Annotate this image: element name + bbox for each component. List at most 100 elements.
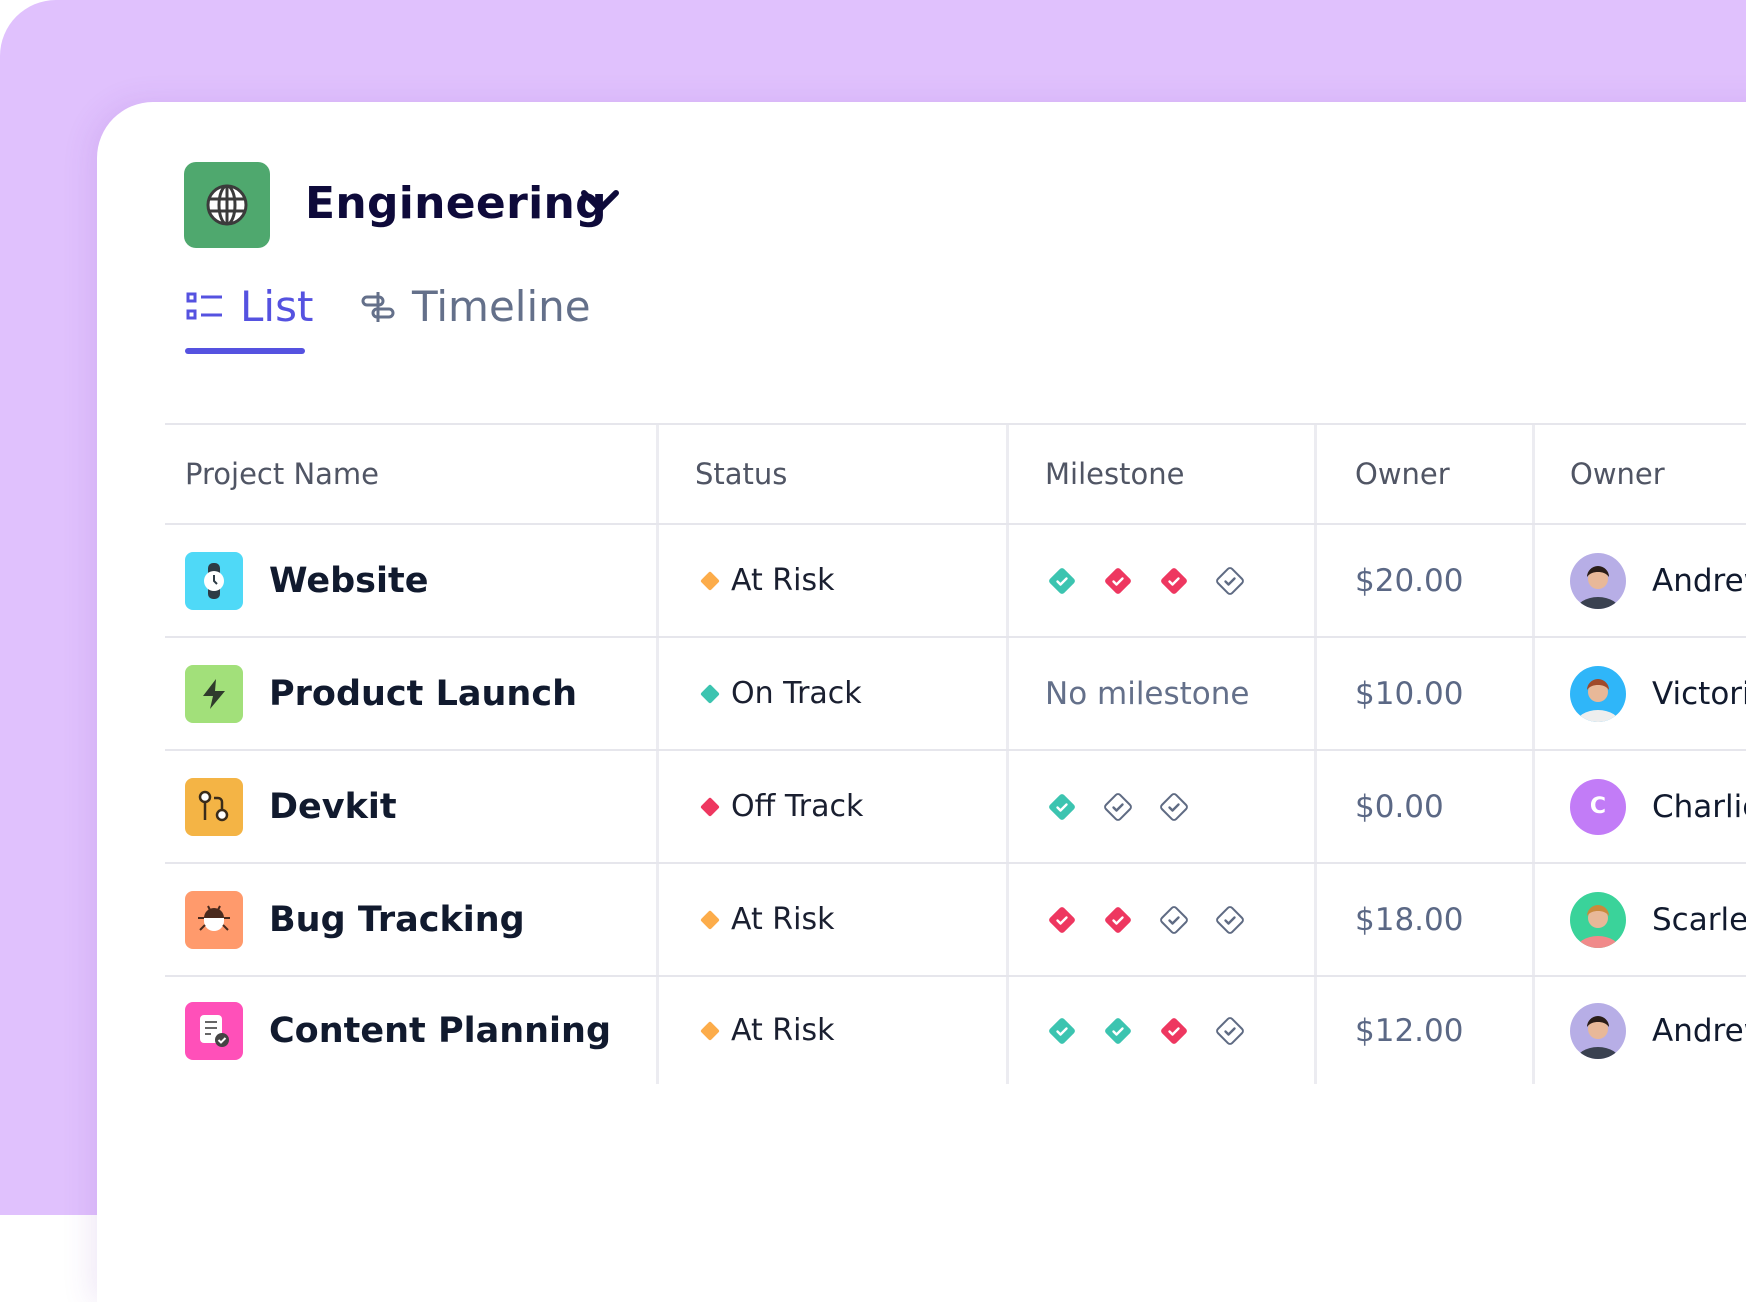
table-row[interactable]: Website At Risk $20.00 Andrew <box>165 525 1746 638</box>
status-label: On Track <box>731 676 862 711</box>
column-header-owner[interactable]: Owner <box>1317 425 1535 523</box>
owner-cell[interactable]: Victori <box>1535 638 1746 749</box>
milestone-pending-icon[interactable] <box>1213 903 1247 937</box>
avatar <box>1570 1002 1626 1059</box>
status-cell[interactable]: At Risk <box>659 525 1009 636</box>
owner-name: Scarlet <box>1652 901 1746 938</box>
avatar <box>1570 665 1626 722</box>
milestone-missed-icon[interactable] <box>1045 903 1079 937</box>
project-name: Bug Tracking <box>269 899 525 940</box>
milestone-cell[interactable] <box>1009 977 1317 1084</box>
owner-cell[interactable]: C Charlie <box>1535 751 1746 862</box>
milestone-cell[interactable] <box>1009 525 1317 636</box>
amount-cell[interactable]: $18.00 <box>1317 864 1535 975</box>
bug-icon <box>185 890 243 949</box>
workspace-title[interactable]: Engineering <box>305 178 607 229</box>
document-check-icon <box>185 1001 243 1060</box>
tab-label: Timeline <box>412 282 591 331</box>
amount-cell[interactable]: $12.00 <box>1317 977 1535 1084</box>
status-diamond-icon <box>700 570 720 591</box>
avatar <box>1570 891 1626 948</box>
status-diamond-icon <box>700 909 720 930</box>
milestone-pending-icon[interactable] <box>1157 790 1191 824</box>
amount-cell[interactable]: $10.00 <box>1317 638 1535 749</box>
milestone-missed-icon[interactable] <box>1101 564 1135 598</box>
watch-icon <box>185 551 243 610</box>
milestone-pending-icon[interactable] <box>1213 564 1247 598</box>
owner-name: Victori <box>1652 675 1746 712</box>
project-name: Product Launch <box>269 673 578 714</box>
table-row[interactable]: Product Launch On Track No milestone $10.00… <box>165 638 1746 751</box>
active-tab-indicator <box>185 348 305 354</box>
tab-label: List <box>240 282 314 331</box>
amount: $18.00 <box>1355 901 1464 938</box>
no-milestone-text: No milestone <box>1045 675 1250 712</box>
amount: $20.00 <box>1355 562 1464 599</box>
owner-name: Andrew <box>1652 562 1746 599</box>
column-header-milestone[interactable]: Milestone <box>1009 425 1317 523</box>
status-label: At Risk <box>731 1013 835 1048</box>
project-name-cell[interactable]: Product Launch <box>165 638 659 749</box>
column-header-owner-2[interactable]: Owner <box>1570 457 1665 491</box>
project-name: Content Planning <box>269 1010 612 1051</box>
status-diamond-icon <box>700 683 720 704</box>
milestone-pending-icon[interactable] <box>1213 1014 1247 1048</box>
amount: $12.00 <box>1355 1012 1464 1049</box>
table-row[interactable]: Devkit Off Track $0.00 C Charlie <box>165 751 1746 864</box>
milestone-pending-icon[interactable] <box>1101 790 1135 824</box>
avatar <box>1570 552 1626 609</box>
milestone-missed-icon[interactable] <box>1101 903 1135 937</box>
status-diamond-icon <box>700 796 720 817</box>
status-diamond-icon <box>700 1020 720 1041</box>
milestone-cell[interactable] <box>1009 751 1317 862</box>
milestone-cell[interactable]: No milestone <box>1009 638 1317 749</box>
column-header-project-name[interactable]: Project Name <box>165 425 659 523</box>
project-name-cell[interactable]: Website <box>165 525 659 636</box>
milestone-done-icon[interactable] <box>1101 1014 1135 1048</box>
workspace-icon <box>184 162 270 248</box>
tab-list[interactable]: List <box>186 282 313 331</box>
amount-cell[interactable]: $20.00 <box>1317 525 1535 636</box>
status-cell[interactable]: At Risk <box>659 977 1009 1084</box>
owner-cell[interactable]: Scarlet <box>1535 864 1746 975</box>
project-panel <box>97 102 1746 1302</box>
amount: $10.00 <box>1355 675 1464 712</box>
milestone-missed-icon[interactable] <box>1157 564 1191 598</box>
owner-name: Charlie <box>1652 788 1746 825</box>
globe-icon <box>206 184 248 226</box>
list-icon <box>186 292 222 319</box>
timeline-icon <box>361 291 395 322</box>
amount-cell[interactable]: $0.00 <box>1317 751 1535 862</box>
milestone-done-icon[interactable] <box>1045 1014 1079 1048</box>
project-name-cell[interactable]: Devkit <box>165 751 659 862</box>
column-header-status[interactable]: Status <box>659 425 1009 523</box>
avatar-initial: C <box>1589 794 1607 819</box>
milestone-done-icon[interactable] <box>1045 790 1079 824</box>
project-name-cell[interactable]: Bug Tracking <box>165 864 659 975</box>
milestone-missed-icon[interactable] <box>1157 1014 1191 1048</box>
chevron-down-icon[interactable] <box>580 188 620 220</box>
table-row[interactable]: Bug Tracking At Risk $18.00 Scarlet <box>165 864 1746 977</box>
status-cell[interactable]: Off Track <box>659 751 1009 862</box>
status-cell[interactable]: On Track <box>659 638 1009 749</box>
status-cell[interactable]: At Risk <box>659 864 1009 975</box>
status-label: At Risk <box>731 563 835 598</box>
milestone-done-icon[interactable] <box>1045 564 1079 598</box>
tab-timeline[interactable]: Timeline <box>360 282 591 331</box>
project-table: Project Name Status Milestone Owner Owne… <box>165 423 1746 1084</box>
owner-cell[interactable]: Andrew <box>1535 525 1746 636</box>
avatar: C <box>1570 778 1626 835</box>
milestone-pending-icon[interactable] <box>1157 903 1191 937</box>
project-name: Website <box>269 560 429 601</box>
project-name-cell[interactable]: Content Planning <box>165 977 659 1084</box>
milestone-cell[interactable] <box>1009 864 1317 975</box>
table-header: Project Name Status Milestone Owner Owne… <box>165 425 1746 525</box>
owner-name: Andrew <box>1652 1012 1746 1049</box>
amount: $0.00 <box>1355 788 1444 825</box>
table-row[interactable]: Content Planning At Risk $12.00 Andrew <box>165 977 1746 1084</box>
git-pull-icon <box>185 777 243 836</box>
status-label: At Risk <box>731 902 835 937</box>
status-label: Off Track <box>731 789 864 824</box>
project-name: Devkit <box>269 786 397 827</box>
owner-cell[interactable]: Andrew <box>1535 977 1746 1084</box>
